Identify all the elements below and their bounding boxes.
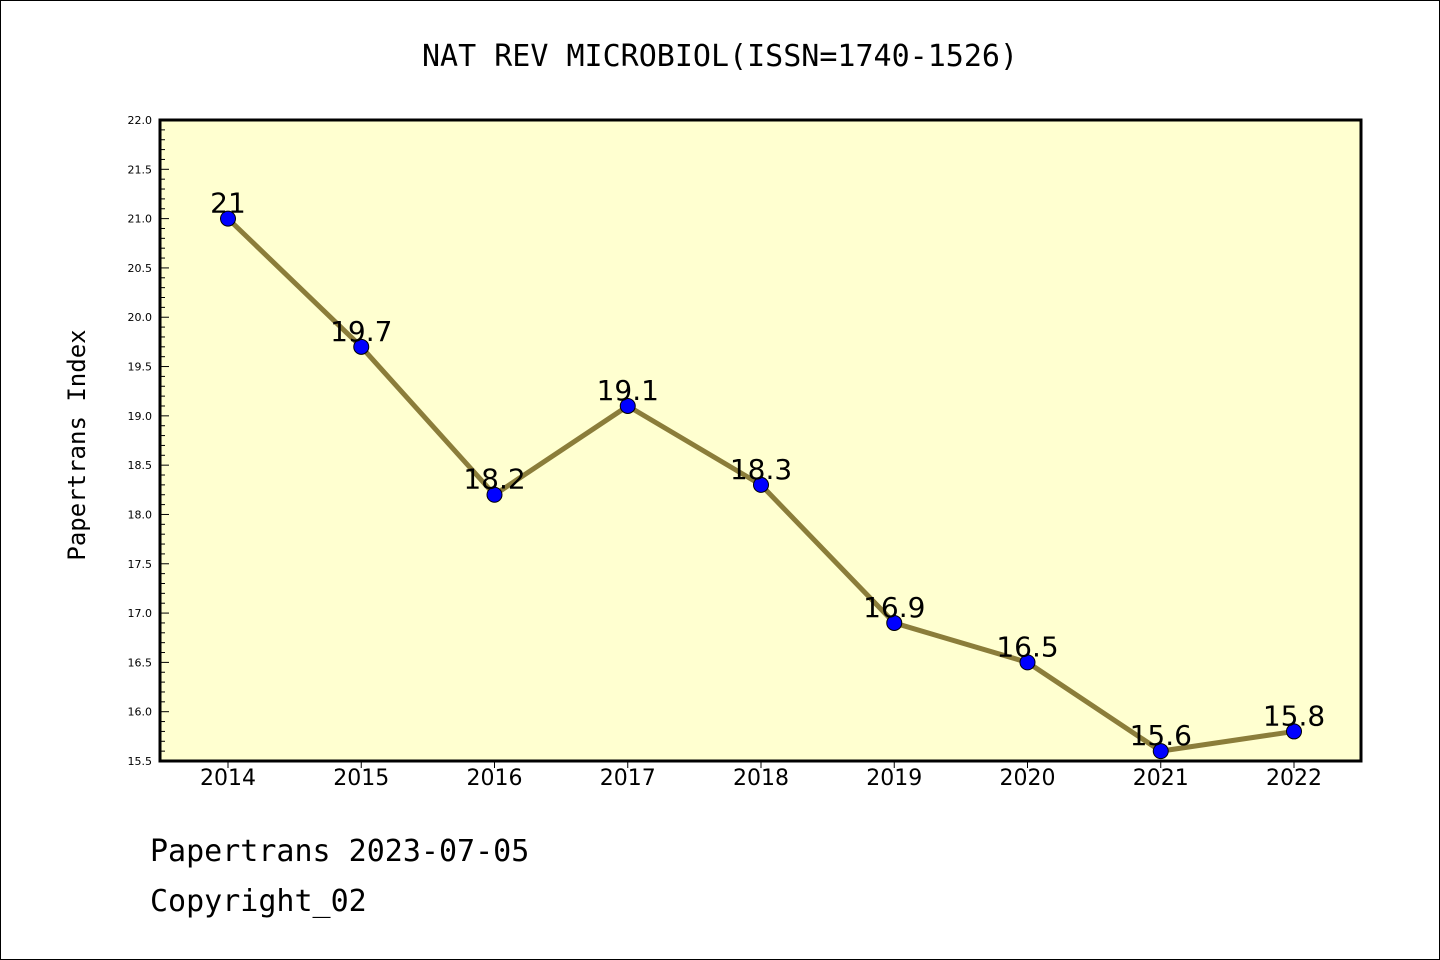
x-tick-label: 2020 bbox=[1000, 766, 1056, 791]
x-tick-label: 2015 bbox=[333, 766, 389, 791]
y-tick-label: 18.5 bbox=[128, 459, 153, 472]
y-tick-label: 21.0 bbox=[128, 213, 153, 226]
chart-title: NAT REV MICROBIOL(ISSN=1740-1526) bbox=[422, 39, 1018, 74]
x-tick-label: 2017 bbox=[600, 766, 656, 791]
plot-area bbox=[158, 118, 1363, 763]
y-tick-label: 15.5 bbox=[128, 755, 153, 768]
x-axis-ticks: 2014 2015 2016 2017 2018 2019 2020 2021 2022 bbox=[200, 761, 1322, 791]
y-tick-label: 19.0 bbox=[128, 410, 153, 423]
data-label: 19.7 bbox=[330, 315, 392, 348]
data-label: 18.3 bbox=[730, 453, 792, 486]
data-label: 15.6 bbox=[1130, 719, 1192, 752]
data-label: 19.1 bbox=[597, 374, 659, 407]
data-label: 16.5 bbox=[996, 630, 1058, 663]
x-tick-label: 2018 bbox=[733, 766, 789, 791]
series-layer bbox=[220, 210, 1302, 760]
y-tick-label: 16.0 bbox=[128, 706, 153, 719]
y-tick-label: 21.5 bbox=[128, 163, 153, 176]
footer-copyright-line: Copyright_02 bbox=[150, 884, 367, 919]
y-tick-label: 17.5 bbox=[128, 558, 153, 571]
data-point bbox=[886, 614, 903, 631]
footer-date-line: Papertrans 2023-07-05 bbox=[150, 834, 530, 869]
y-tick-label: 17.0 bbox=[128, 607, 153, 620]
data-label-layer: 21 19.7 18.2 19.1 18.3 16.9 16.5 15.6 15.8 bbox=[210, 187, 1325, 753]
data-point bbox=[1019, 654, 1036, 671]
data-label: 16.9 bbox=[863, 591, 925, 624]
x-tick-label: 2014 bbox=[200, 766, 256, 791]
y-tick-label: 22.0 bbox=[128, 114, 153, 127]
data-point bbox=[353, 338, 370, 355]
y-axis-ticks: 15.5 16.0 16.5 17.0 17.5 18.0 18.5 19.0 19.5 20.0… bbox=[128, 114, 169, 768]
data-point bbox=[753, 476, 769, 493]
y-tick-label: 18.0 bbox=[128, 508, 153, 521]
x-tick-label: 2016 bbox=[467, 766, 523, 791]
data-point bbox=[1152, 743, 1169, 760]
data-point bbox=[1286, 723, 1302, 740]
data-label: 18.2 bbox=[463, 463, 525, 496]
y-axis-label: Papertrans Index bbox=[63, 329, 91, 560]
data-point bbox=[220, 210, 236, 227]
data-label: 21 bbox=[210, 187, 246, 220]
data-point bbox=[619, 397, 636, 414]
x-tick-label: 2021 bbox=[1133, 766, 1189, 791]
data-point bbox=[486, 486, 503, 503]
data-label: 15.8 bbox=[1263, 699, 1325, 732]
y-tick-label: 20.5 bbox=[128, 262, 153, 275]
x-tick-label: 2019 bbox=[866, 766, 922, 791]
y-tick-label: 19.5 bbox=[128, 361, 153, 374]
y-tick-label: 16.5 bbox=[128, 656, 153, 669]
y-tick-label: 20.0 bbox=[128, 311, 153, 324]
x-tick-label: 2022 bbox=[1266, 766, 1322, 791]
